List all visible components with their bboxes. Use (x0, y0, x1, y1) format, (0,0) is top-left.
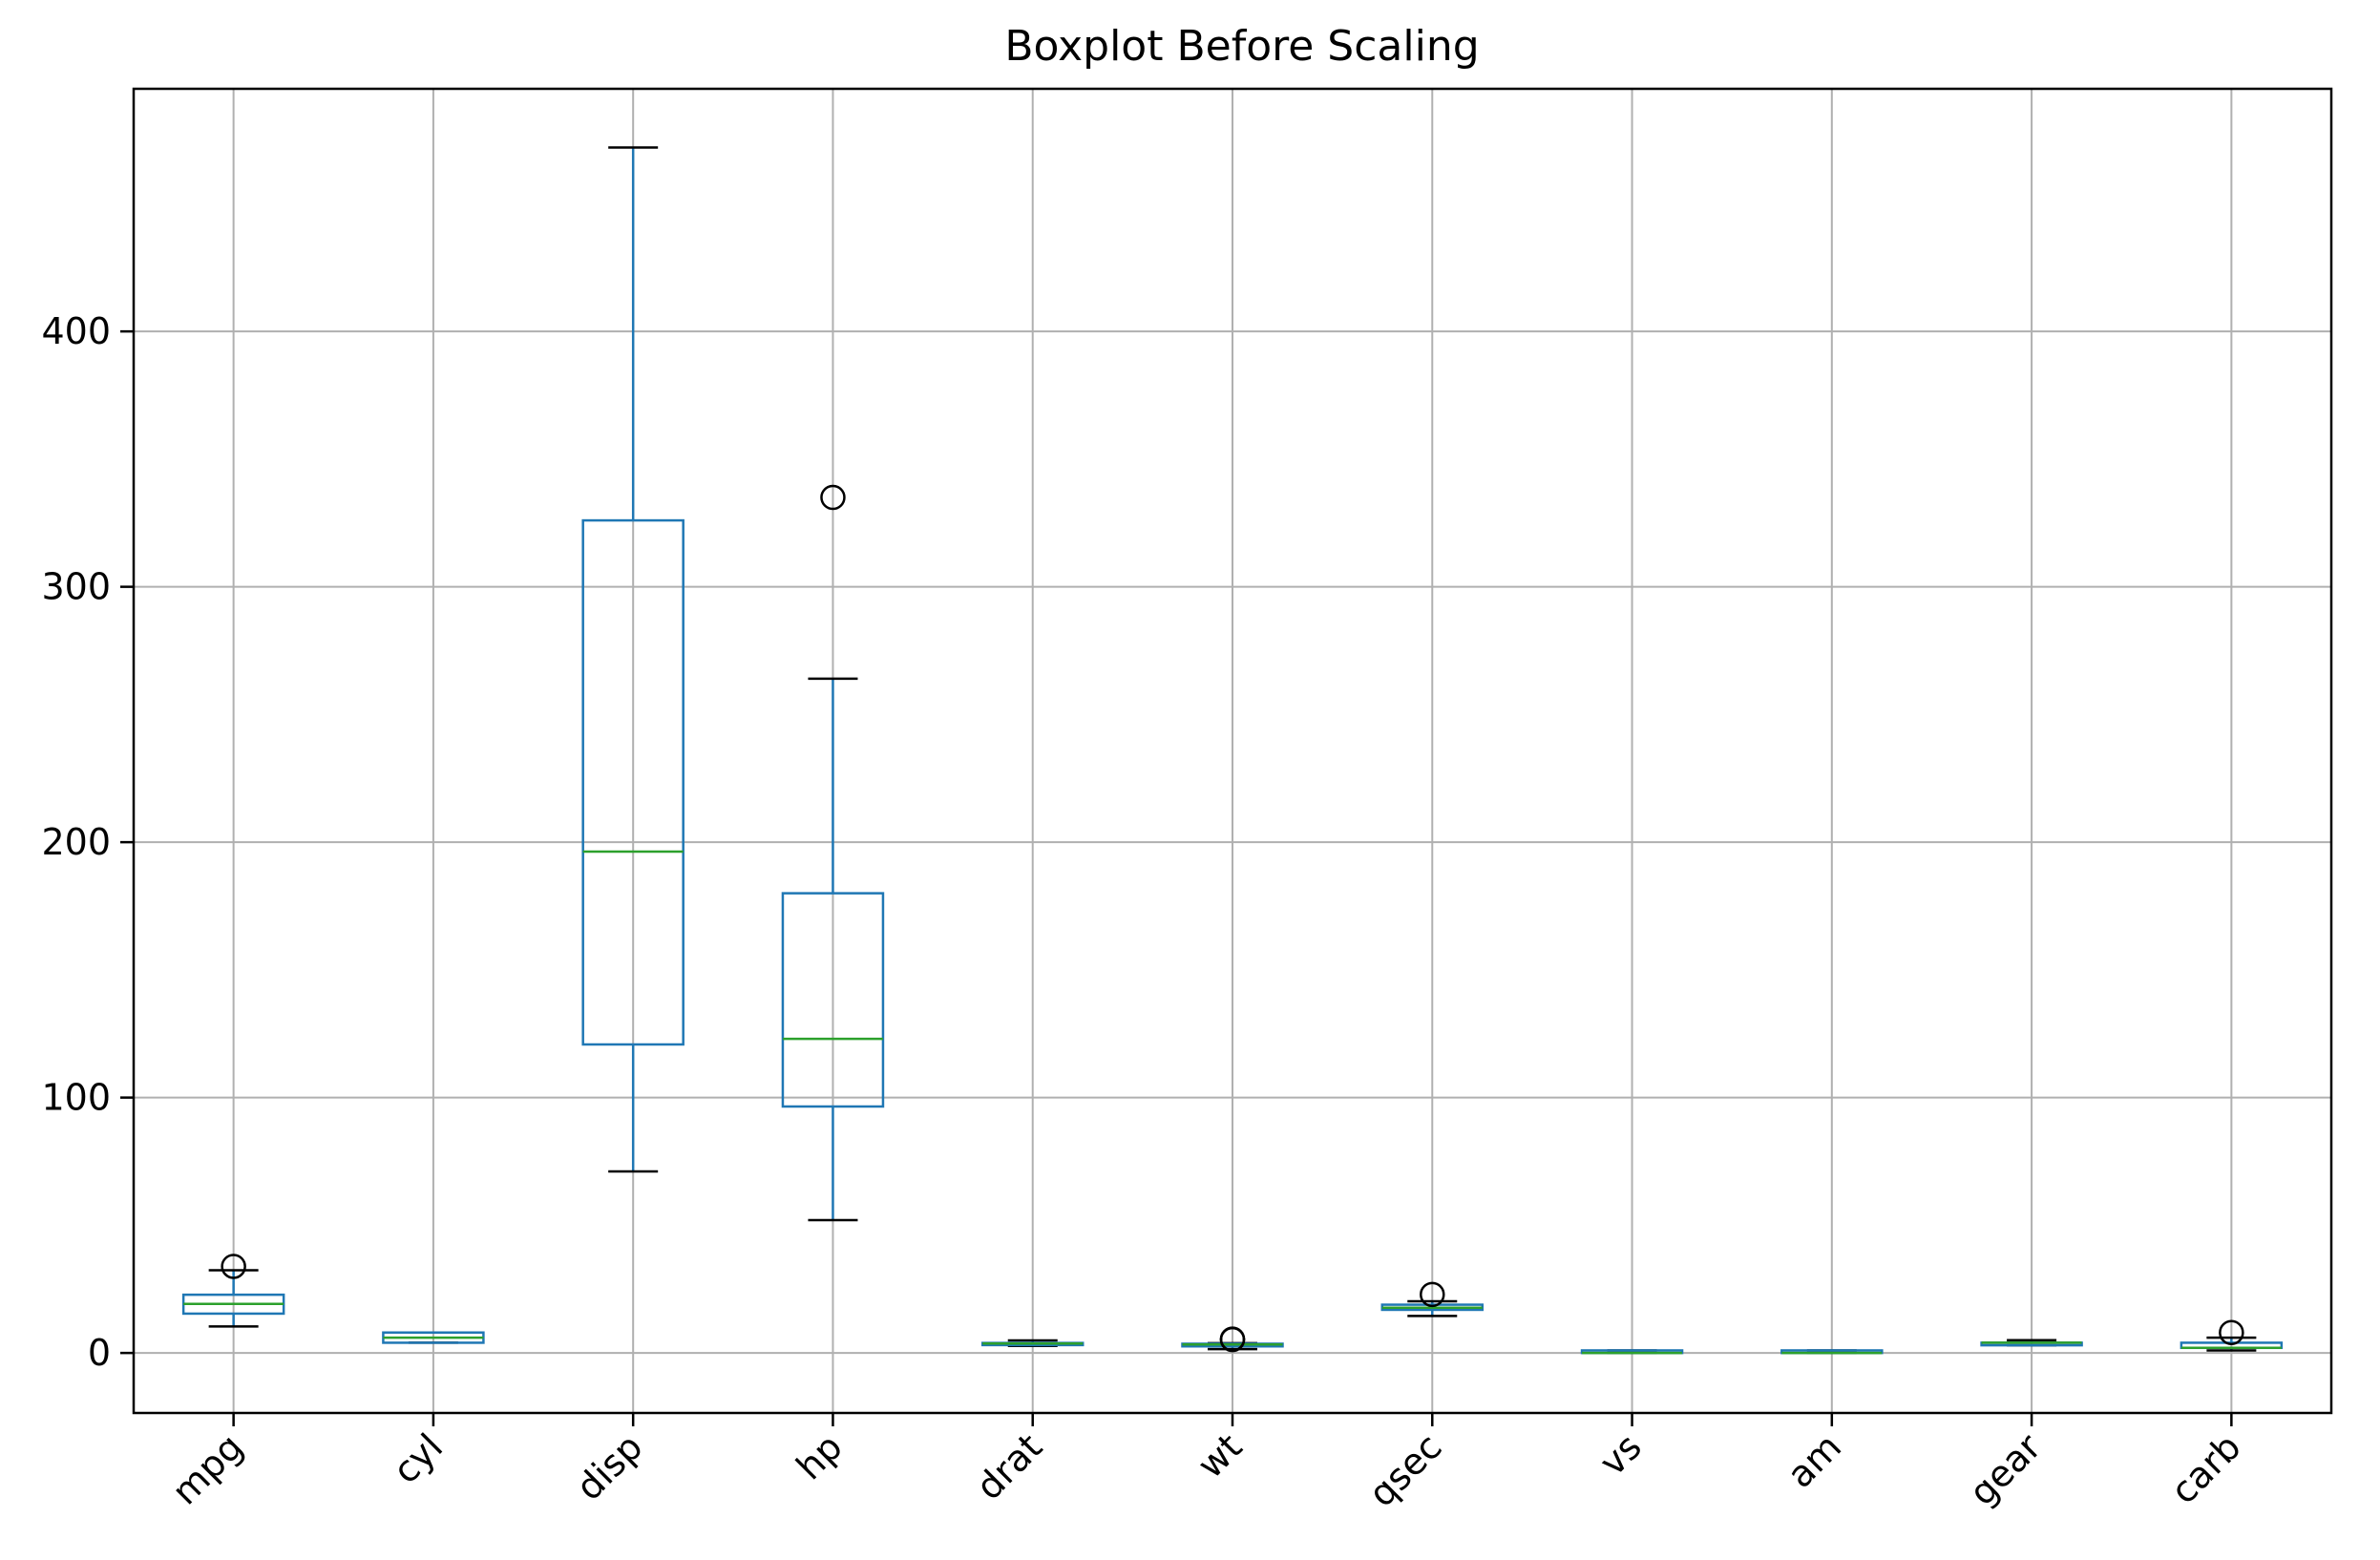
box-cyl (382, 1331, 485, 1344)
x-tick-label: qsec (1360, 1425, 1449, 1514)
box-hp (781, 484, 885, 1222)
outlier-point (2219, 1319, 2244, 1345)
box-wt (1181, 1326, 1284, 1353)
x-tick-label: am (1779, 1425, 1849, 1496)
x-tick-label: wt (1190, 1425, 1251, 1486)
y-tick-label: 200 (41, 821, 111, 863)
chart-title: Boxplot Before Scaling (1004, 22, 1479, 71)
box-disp (581, 146, 685, 1173)
y-tick-label: 100 (41, 1077, 111, 1119)
x-tick-label: cyl (385, 1425, 451, 1491)
y-tick-label: 0 (88, 1332, 111, 1374)
y-tick-label: 400 (41, 310, 111, 352)
box-layer (181, 146, 2284, 1355)
x-tick-label: hp (789, 1425, 851, 1487)
box-qsec (1380, 1281, 1485, 1318)
x-tick-label: drat (968, 1425, 1050, 1507)
x-tick-label: disp (568, 1425, 651, 1508)
plot-frame (132, 87, 2333, 1415)
outlier-point (1219, 1326, 1246, 1353)
box-vs (1580, 1349, 1684, 1355)
axis-layer: mpg cyl disp hp drat wt qsec vs am gear carb 0 100 20… (41, 310, 2248, 1515)
box-mpg (181, 1254, 285, 1328)
grid-layer (134, 89, 2331, 1413)
box-carb (2180, 1319, 2284, 1352)
x-tick-label: carb (2162, 1425, 2248, 1511)
box-gear (1980, 1339, 2083, 1347)
iqr-box (581, 518, 685, 1046)
iqr-box (781, 892, 885, 1108)
outlier-point (820, 484, 846, 511)
outlier-point (1420, 1281, 1445, 1308)
y-tick-label: 300 (41, 566, 111, 608)
x-tick-label: vs (1591, 1425, 1650, 1484)
x-tick-label: mpg (164, 1425, 251, 1512)
box-am (1780, 1349, 1884, 1355)
outlier-point (221, 1254, 246, 1279)
box-drat (980, 1339, 1085, 1348)
x-tick-label: gear (1961, 1425, 2049, 1513)
